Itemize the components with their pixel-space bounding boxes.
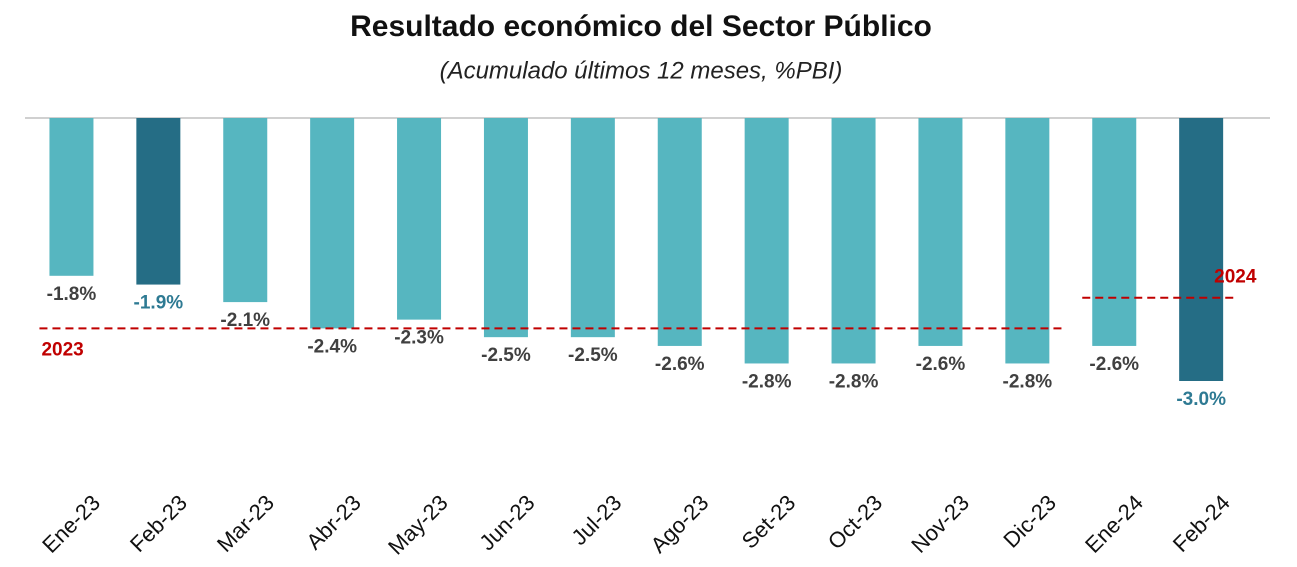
x-tick-label: Jun-23: [474, 490, 539, 555]
x-tick-label: Feb-24: [1168, 490, 1235, 557]
value-label: -3.0%: [1176, 389, 1226, 410]
value-label: -2.8%: [742, 371, 792, 392]
value-label: -2.6%: [916, 354, 966, 375]
x-tick-label: Abr-23: [301, 490, 365, 554]
bar: [483, 118, 528, 338]
bar: [1179, 118, 1224, 381]
bar: [223, 118, 268, 303]
x-tick-label: Ago-23: [646, 490, 714, 558]
value-label: -2.6%: [655, 354, 705, 375]
bar: [1092, 118, 1137, 346]
x-tick-label: Dic-23: [998, 490, 1061, 553]
x-tick-label: Oct-23: [823, 490, 887, 554]
bar: [657, 118, 702, 346]
reference-label: 2023: [41, 339, 83, 360]
value-label: -2.1%: [220, 310, 270, 331]
chart-subtitle: (Acumulado últimos 12 meses, %PBI): [440, 57, 843, 84]
value-label: -2.4%: [307, 336, 357, 357]
chart-title: Resultado económico del Sector Público: [350, 10, 932, 43]
bar: [49, 118, 94, 276]
value-label: -2.3%: [394, 328, 444, 349]
value-label: -1.8%: [47, 284, 97, 305]
x-tick-label: Set-23: [737, 490, 801, 554]
value-label: -1.9%: [134, 293, 184, 314]
x-tick-label: Feb-23: [125, 490, 192, 557]
bar: [397, 118, 442, 320]
bar: [918, 118, 963, 346]
bar: [136, 118, 181, 285]
bar: [1005, 118, 1050, 364]
x-tick-label: Jul-23: [566, 490, 626, 550]
value-label: -2.8%: [829, 371, 879, 392]
value-label: -2.8%: [1003, 371, 1053, 392]
bar: [744, 118, 789, 364]
value-label: -2.5%: [481, 345, 531, 366]
bar: [570, 118, 615, 338]
bar: [310, 118, 355, 329]
value-label: -2.5%: [568, 345, 618, 366]
x-tick-label: Mar-23: [212, 490, 279, 557]
x-tick-label: Ene-23: [37, 490, 105, 558]
value-label: -2.6%: [1089, 354, 1139, 375]
x-tick-label: Ene-24: [1080, 490, 1148, 558]
reference-label: 2024: [1214, 267, 1257, 288]
x-tick-label: May-23: [383, 490, 453, 560]
x-tick-label: Nov-23: [906, 490, 974, 558]
bar: [831, 118, 876, 364]
